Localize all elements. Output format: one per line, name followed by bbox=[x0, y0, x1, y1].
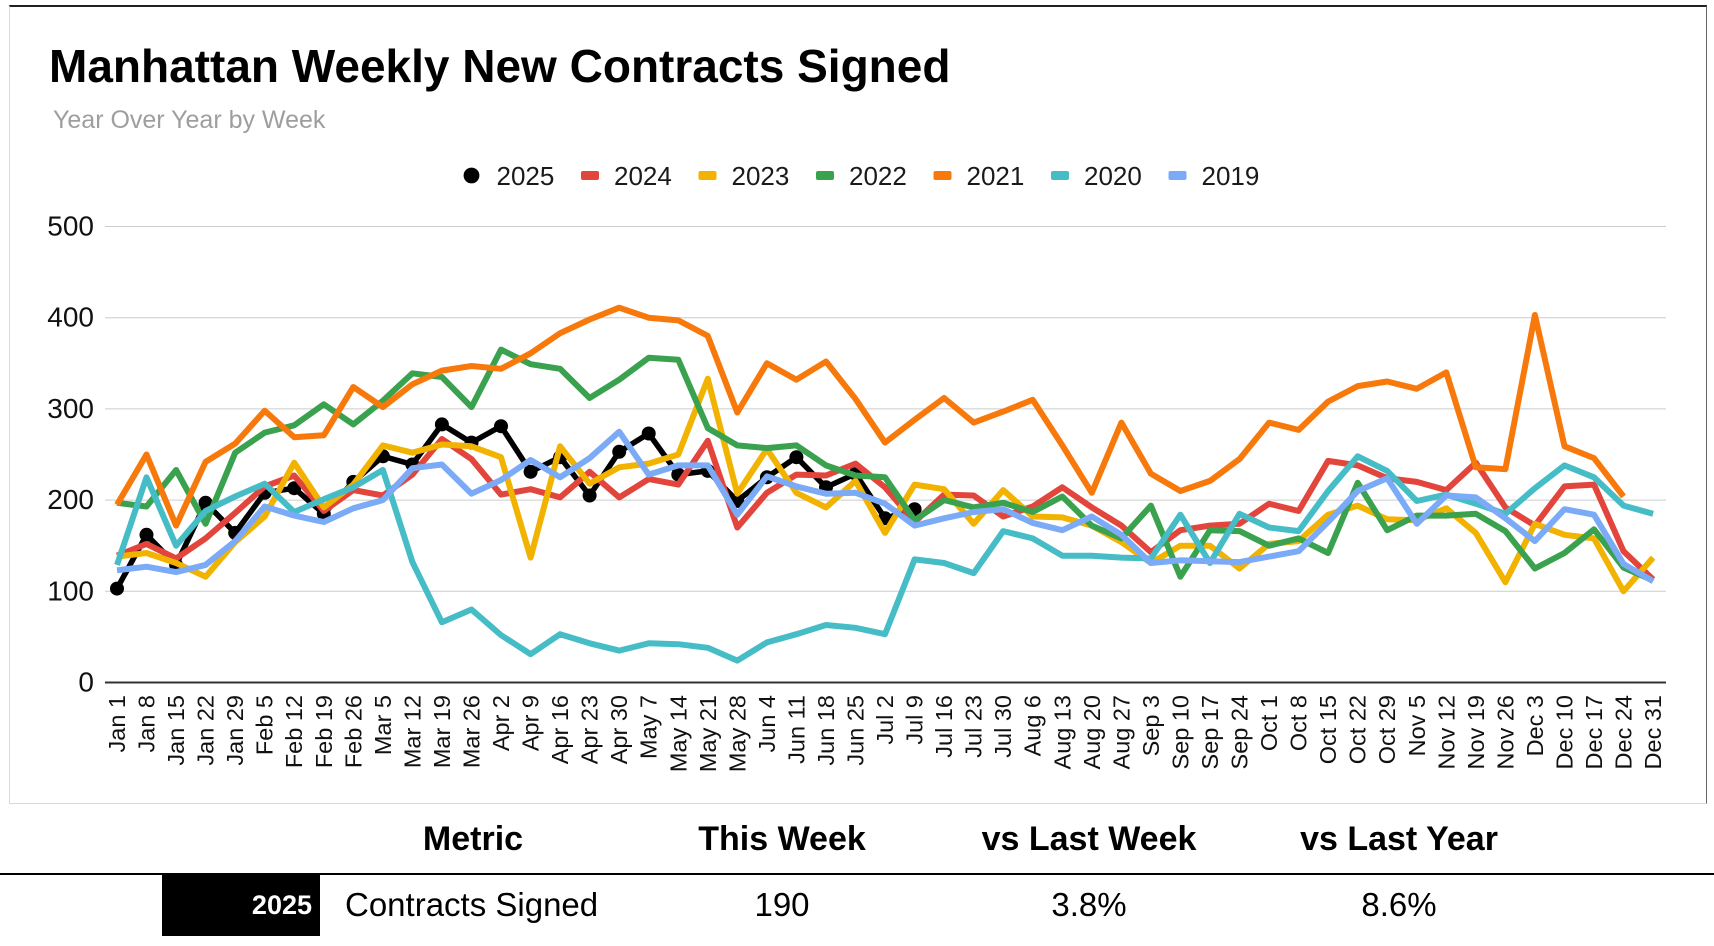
svg-text:2022: 2022 bbox=[849, 161, 907, 191]
svg-text:300: 300 bbox=[47, 393, 94, 424]
svg-text:Sep 17: Sep 17 bbox=[1197, 695, 1223, 769]
svg-text:2024: 2024 bbox=[614, 161, 672, 191]
svg-text:Sep 10: Sep 10 bbox=[1167, 695, 1193, 769]
svg-text:Aug 27: Aug 27 bbox=[1108, 695, 1134, 769]
svg-text:Oct 22: Oct 22 bbox=[1345, 695, 1371, 764]
svg-text:Mar 19: Mar 19 bbox=[429, 695, 455, 768]
svg-text:May 14: May 14 bbox=[665, 695, 691, 772]
svg-text:200: 200 bbox=[47, 484, 94, 515]
svg-text:Jul 16: Jul 16 bbox=[931, 695, 957, 758]
svg-text:Mar 5: Mar 5 bbox=[370, 695, 396, 755]
svg-text:500: 500 bbox=[47, 211, 94, 242]
svg-text:2021: 2021 bbox=[967, 161, 1025, 191]
svg-text:Jun 25: Jun 25 bbox=[843, 695, 869, 766]
svg-text:100: 100 bbox=[47, 575, 94, 606]
svg-text:Jul 23: Jul 23 bbox=[961, 695, 987, 758]
svg-text:Jul 30: Jul 30 bbox=[990, 695, 1016, 758]
svg-text:Jun 11: Jun 11 bbox=[783, 695, 809, 764]
svg-text:2019: 2019 bbox=[1202, 161, 1260, 191]
svg-text:Dec 10: Dec 10 bbox=[1552, 695, 1578, 769]
svg-text:2023: 2023 bbox=[732, 161, 790, 191]
svg-text:May 21: May 21 bbox=[695, 695, 721, 772]
svg-text:Oct 29: Oct 29 bbox=[1374, 695, 1400, 764]
svg-text:Jan 8: Jan 8 bbox=[134, 695, 160, 753]
svg-text:Nov 26: Nov 26 bbox=[1492, 695, 1518, 769]
svg-text:Oct 8: Oct 8 bbox=[1286, 695, 1312, 751]
svg-text:Jul 2: Jul 2 bbox=[872, 695, 898, 745]
svg-text:Dec 31: Dec 31 bbox=[1640, 695, 1666, 769]
svg-text:Aug 20: Aug 20 bbox=[1079, 695, 1105, 769]
svg-text:Apr 23: Apr 23 bbox=[577, 695, 603, 764]
svg-text:0: 0 bbox=[78, 667, 94, 698]
svg-text:Dec 3: Dec 3 bbox=[1522, 695, 1548, 756]
svg-text:Jan 22: Jan 22 bbox=[193, 695, 219, 766]
svg-text:Jan 29: Jan 29 bbox=[222, 695, 248, 766]
svg-text:Sep 24: Sep 24 bbox=[1227, 695, 1253, 769]
svg-text:Dec 24: Dec 24 bbox=[1611, 695, 1637, 769]
svg-text:May 7: May 7 bbox=[636, 695, 662, 759]
svg-text:Oct 15: Oct 15 bbox=[1315, 695, 1341, 764]
svg-text:Mar 12: Mar 12 bbox=[399, 695, 425, 768]
svg-text:Jun 4: Jun 4 bbox=[754, 695, 780, 753]
svg-text:Jun 18: Jun 18 bbox=[813, 695, 839, 766]
svg-text:Feb 19: Feb 19 bbox=[311, 695, 337, 768]
svg-text:Nov 12: Nov 12 bbox=[1433, 695, 1459, 769]
svg-text:Feb 5: Feb 5 bbox=[252, 695, 278, 755]
svg-text:Nov 19: Nov 19 bbox=[1463, 695, 1489, 769]
svg-text:2020: 2020 bbox=[1084, 161, 1142, 191]
svg-text:Apr 2: Apr 2 bbox=[488, 695, 514, 751]
svg-text:Feb 12: Feb 12 bbox=[281, 695, 307, 768]
svg-text:Mar 26: Mar 26 bbox=[459, 695, 485, 768]
svg-text:Oct 1: Oct 1 bbox=[1256, 695, 1282, 751]
svg-text:Apr 9: Apr 9 bbox=[518, 695, 544, 751]
svg-text:Feb 26: Feb 26 bbox=[340, 695, 366, 768]
svg-text:400: 400 bbox=[47, 302, 94, 333]
svg-text:Aug 13: Aug 13 bbox=[1049, 695, 1075, 769]
svg-text:Jan 1: Jan 1 bbox=[104, 695, 130, 753]
svg-text:Jul 9: Jul 9 bbox=[902, 695, 928, 745]
svg-text:Apr 16: Apr 16 bbox=[547, 695, 573, 764]
svg-text:2025: 2025 bbox=[497, 161, 555, 191]
svg-text:Aug 6: Aug 6 bbox=[1020, 695, 1046, 756]
svg-text:Apr 30: Apr 30 bbox=[606, 695, 632, 764]
svg-text:Sep 3: Sep 3 bbox=[1138, 695, 1164, 756]
svg-text:Nov 5: Nov 5 bbox=[1404, 695, 1430, 756]
svg-text:Jan 15: Jan 15 bbox=[163, 695, 189, 766]
svg-text:May 28: May 28 bbox=[724, 695, 750, 772]
svg-text:Dec 17: Dec 17 bbox=[1581, 695, 1607, 769]
